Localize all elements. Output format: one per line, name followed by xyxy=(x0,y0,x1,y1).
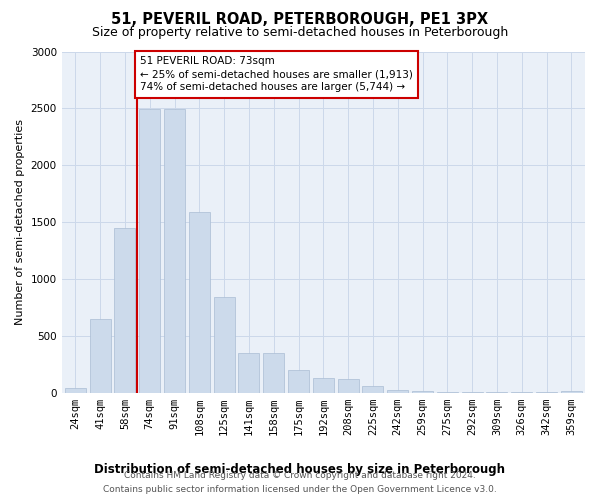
Bar xyxy=(288,370,309,392)
Bar xyxy=(238,353,259,393)
Bar xyxy=(338,379,359,392)
Bar xyxy=(214,297,235,392)
Bar xyxy=(139,110,160,393)
Bar xyxy=(412,391,433,392)
Bar xyxy=(164,110,185,393)
Bar xyxy=(561,391,582,392)
Bar xyxy=(115,228,136,392)
Bar xyxy=(263,353,284,393)
Text: Distribution of semi-detached houses by size in Peterborough: Distribution of semi-detached houses by … xyxy=(95,462,505,475)
Bar xyxy=(89,318,110,392)
Bar xyxy=(189,212,210,392)
Bar xyxy=(387,390,408,392)
Text: 51, PEVERIL ROAD, PETERBOROUGH, PE1 3PX: 51, PEVERIL ROAD, PETERBOROUGH, PE1 3PX xyxy=(112,12,488,26)
Text: Contains HM Land Registry data © Crown copyright and database right 2024.
Contai: Contains HM Land Registry data © Crown c… xyxy=(103,472,497,494)
Text: Size of property relative to semi-detached houses in Peterborough: Size of property relative to semi-detach… xyxy=(92,26,508,39)
Text: 51 PEVERIL ROAD: 73sqm
← 25% of semi-detached houses are smaller (1,913)
74% of : 51 PEVERIL ROAD: 73sqm ← 25% of semi-det… xyxy=(140,56,413,92)
Bar xyxy=(65,388,86,392)
Bar xyxy=(362,386,383,392)
Y-axis label: Number of semi-detached properties: Number of semi-detached properties xyxy=(15,119,25,325)
Bar xyxy=(313,378,334,392)
